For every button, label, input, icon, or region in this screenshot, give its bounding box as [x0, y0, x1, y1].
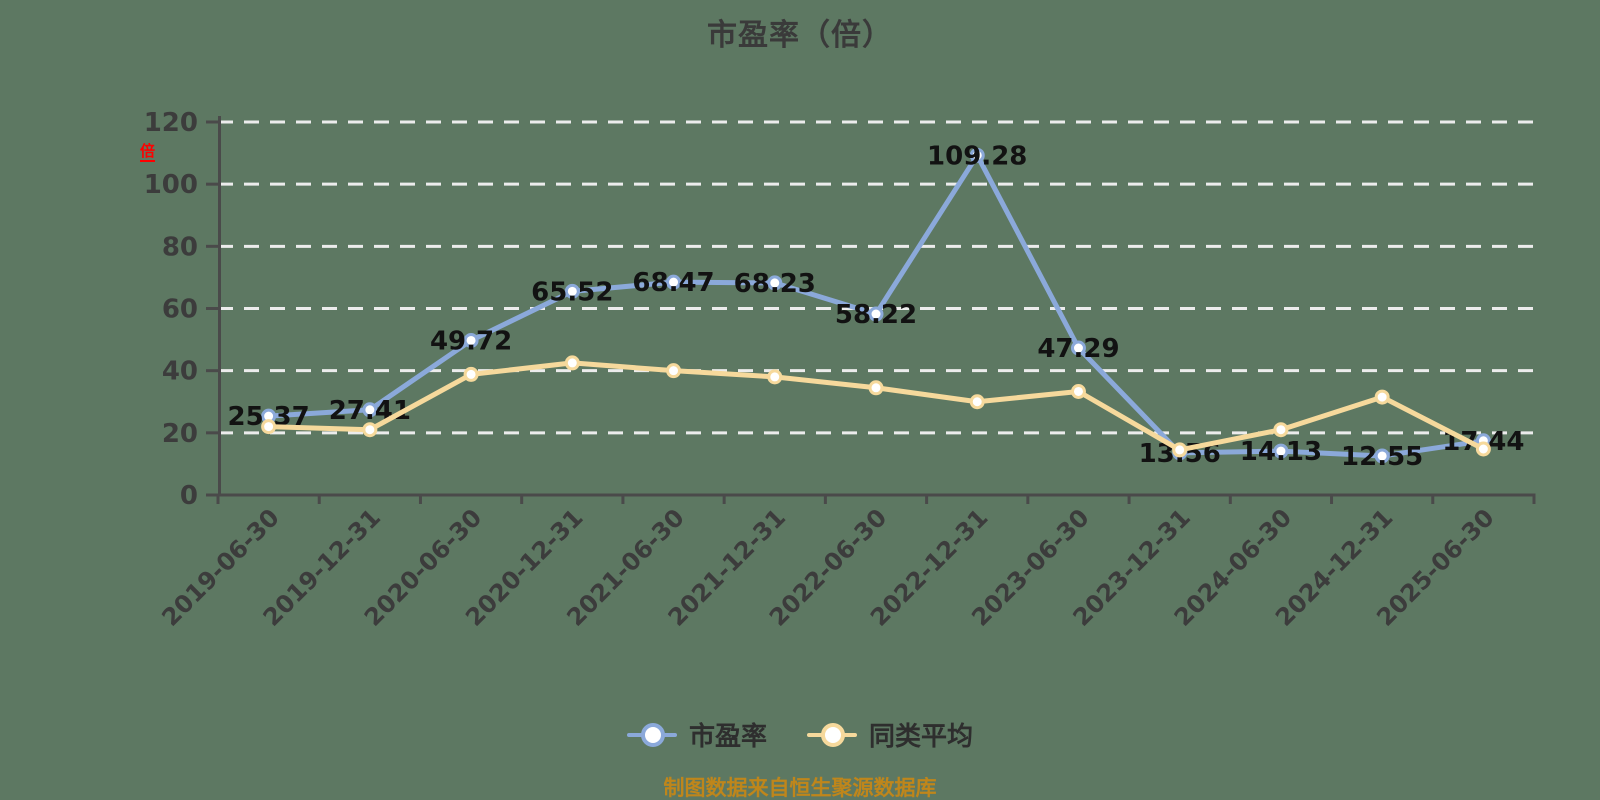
peer-avg-point-1 [362, 422, 378, 438]
y-axis-unit-label: 倍 [140, 142, 156, 163]
y-axis-label: 60 [162, 295, 198, 325]
y-axis-label: 20 [162, 419, 198, 449]
pe-point-10 [1273, 443, 1289, 459]
pe-point-label-11: 12.55 [1341, 442, 1423, 472]
y-axis-label: 0 [180, 481, 198, 511]
pe-point-label-6: 58.22 [835, 300, 917, 330]
y-axis-label: 120 [144, 108, 198, 138]
pe-point-2 [463, 332, 479, 348]
y-axis-label: 40 [162, 357, 198, 387]
pe-point-label-4: 68.47 [632, 268, 714, 298]
pe-legend-marker-icon [626, 722, 677, 748]
pe-point-label-1: 27.41 [329, 396, 411, 426]
data-source-caption: 制图数据来自恒生聚源数据库 [663, 776, 937, 800]
pe-point-11 [1374, 448, 1390, 464]
pe-point-label-7: 109.28 [927, 141, 1027, 171]
peer-avg-point-5 [767, 369, 783, 385]
chart-legend: 市盈率 同类平均 [0, 716, 1600, 753]
peer-avg-point-9 [1172, 442, 1188, 458]
pe-point-8 [1070, 340, 1086, 356]
peer-avg-point-11 [1374, 389, 1390, 405]
pe-point-label-2: 49.72 [430, 326, 512, 356]
pe-point-5 [767, 275, 783, 291]
y-axis-label: 100 [144, 170, 198, 200]
y-axis-label: 80 [162, 232, 198, 262]
peer-avg-point-6 [868, 380, 884, 396]
pe-point-7 [969, 147, 985, 163]
peer-avg-point-8 [1070, 383, 1086, 399]
pe-point-4 [666, 274, 682, 290]
pe-point-label-8: 47.29 [1037, 334, 1119, 364]
pe-point-label-3: 65.52 [531, 277, 613, 307]
chart-title: 市盈率（倍） [707, 18, 893, 53]
peer-avg-point-3 [564, 355, 580, 371]
peer-avg-point-7 [969, 394, 985, 410]
peer-avg-point-12 [1475, 441, 1491, 457]
peer-avg-legend-label: 同类平均 [869, 722, 974, 752]
pe-legend-label: 市盈率 [688, 722, 767, 752]
pe-point-1 [362, 402, 378, 418]
pe-point-3 [564, 283, 580, 299]
peer-avg-point-10 [1273, 422, 1289, 438]
peer-avg-point-2 [463, 366, 479, 382]
peer-avg-point-0 [261, 419, 277, 435]
pe-point-6 [868, 306, 884, 322]
pe-point-label-10: 14.13 [1240, 437, 1322, 467]
peer-avg-legend-marker-icon [807, 722, 857, 748]
legend-item-pe[interactable]: 市盈率 [626, 716, 767, 753]
legend-item-peer-avg[interactable]: 同类平均 [807, 716, 973, 753]
pe-point-label-5: 68.23 [734, 269, 816, 299]
peer-avg-point-4 [666, 363, 682, 379]
